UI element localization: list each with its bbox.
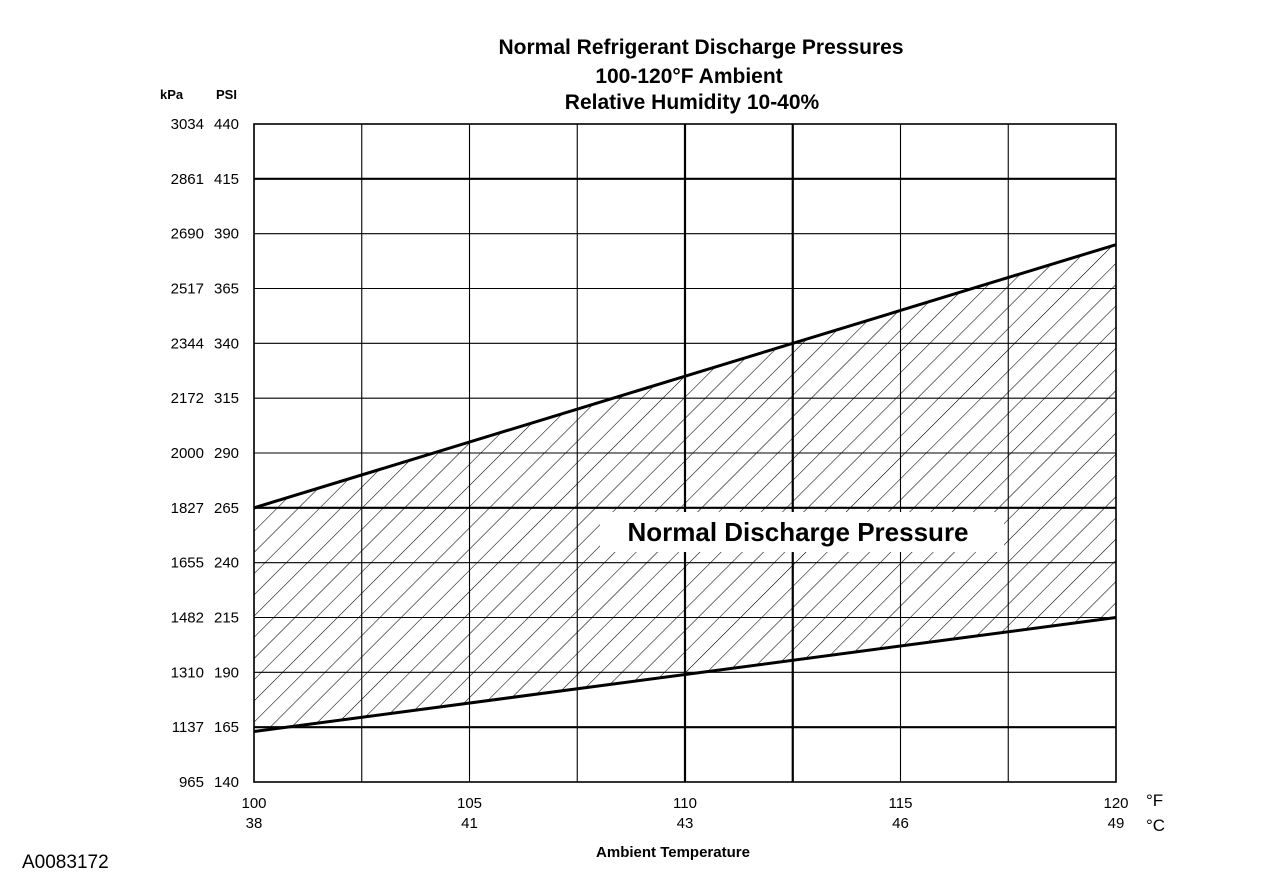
y-tick-kpa-1310: 1310 <box>171 664 204 681</box>
y-tick-kpa-1482: 1482 <box>171 610 204 627</box>
chart-title-line-1: Normal Refrigerant Discharge Pressures <box>499 36 904 59</box>
chart-title-line-2: 100-120°F Ambient <box>595 65 782 88</box>
y-tick-kpa-2344: 2344 <box>171 335 204 352</box>
y-tick-kpa-2690: 2690 <box>171 226 204 243</box>
x-tick-f-105: 105 <box>457 795 482 812</box>
band-label: Normal Discharge Pressure <box>627 517 968 547</box>
tick-labels: 3034 440 2861 415 2690 390 2517 365 2344 340 2172 3… <box>171 116 1129 832</box>
y-tick-psi-165: 165 <box>214 719 239 736</box>
x-tick-c-43: 43 <box>677 815 694 832</box>
y-tick-psi-190: 190 <box>214 664 239 681</box>
chart-title-line-3: Relative Humidity 10-40% <box>565 91 820 114</box>
y-tick-psi-215: 215 <box>214 610 239 627</box>
y-tick-kpa-1655: 1655 <box>171 555 204 572</box>
upper-boundary-line <box>253 243 1117 510</box>
y-tick-psi-440: 440 <box>214 116 239 133</box>
y-tick-kpa-1827: 1827 <box>171 500 204 517</box>
y-tick-kpa-2000: 2000 <box>171 445 204 462</box>
band-label-box <box>600 512 1004 552</box>
y-tick-psi-140: 140 <box>214 774 239 791</box>
y-tick-psi-390: 390 <box>214 226 239 243</box>
y-tick-psi-415: 415 <box>214 171 239 188</box>
y-tick-kpa-2172: 2172 <box>171 390 204 407</box>
x-unit-fahrenheit: °F <box>1146 791 1163 810</box>
y-tick-psi-265: 265 <box>214 500 239 517</box>
x-tick-f-115: 115 <box>889 795 913 812</box>
x-tick-c-49: 49 <box>1108 815 1125 832</box>
x-tick-f-100: 100 <box>241 795 266 812</box>
x-tick-c-38: 38 <box>246 815 263 832</box>
y-tick-psi-290: 290 <box>214 445 239 462</box>
x-unit-celsius: °C <box>1146 816 1165 835</box>
figure-id: A0083172 <box>22 852 109 873</box>
x-tick-c-41: 41 <box>461 815 478 832</box>
y-tick-psi-365: 365 <box>214 281 239 298</box>
lower-boundary-line <box>253 616 1117 734</box>
grid <box>253 123 1117 783</box>
x-tick-f-110: 110 <box>673 795 697 812</box>
x-tick-c-46: 46 <box>892 815 909 832</box>
y-tick-kpa-2861: 2861 <box>171 171 204 188</box>
y-unit-kpa: kPa <box>160 87 184 102</box>
y-tick-kpa-2517: 2517 <box>171 281 204 298</box>
y-tick-psi-240: 240 <box>214 555 239 572</box>
x-tick-f-120: 120 <box>1103 795 1128 812</box>
y-tick-psi-315: 315 <box>214 390 239 407</box>
y-tick-kpa-3034: 3034 <box>171 116 204 133</box>
x-axis-label: Ambient Temperature <box>596 844 750 861</box>
y-unit-psi: PSI <box>216 87 237 102</box>
y-tick-kpa-1137: 1137 <box>172 719 204 736</box>
plot-frame <box>253 123 1117 783</box>
y-tick-kpa-965: 965 <box>179 774 204 791</box>
y-tick-psi-340: 340 <box>214 335 239 352</box>
